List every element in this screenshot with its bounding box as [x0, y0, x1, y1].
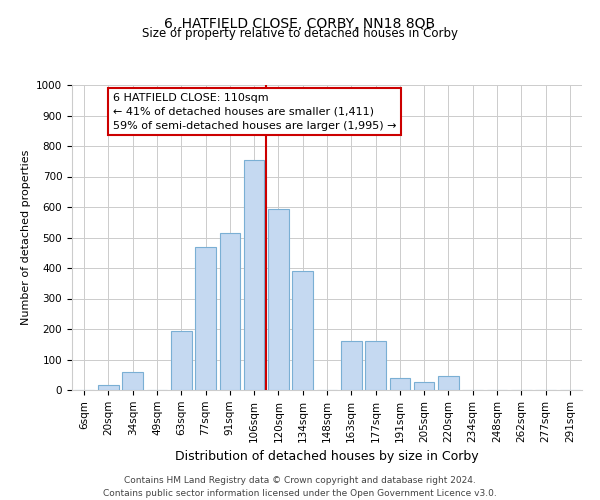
- Text: 6 HATFIELD CLOSE: 110sqm
← 41% of detached houses are smaller (1,411)
59% of sem: 6 HATFIELD CLOSE: 110sqm ← 41% of detach…: [113, 92, 397, 130]
- X-axis label: Distribution of detached houses by size in Corby: Distribution of detached houses by size …: [175, 450, 479, 463]
- Bar: [365, 341, 386, 390]
- Text: Size of property relative to detached houses in Corby: Size of property relative to detached ho…: [142, 28, 458, 40]
- Y-axis label: Number of detached properties: Number of detached properties: [20, 150, 31, 325]
- Bar: [122, 372, 143, 390]
- Bar: [414, 382, 434, 390]
- Bar: [292, 271, 313, 390]
- Text: 6, HATFIELD CLOSE, CORBY, NN18 8QB: 6, HATFIELD CLOSE, CORBY, NN18 8QB: [164, 18, 436, 32]
- Bar: [268, 208, 289, 390]
- Bar: [195, 246, 216, 390]
- Text: Contains HM Land Registry data © Crown copyright and database right 2024.
Contai: Contains HM Land Registry data © Crown c…: [103, 476, 497, 498]
- Bar: [171, 330, 191, 390]
- Bar: [389, 378, 410, 390]
- Bar: [244, 160, 265, 390]
- Bar: [341, 341, 362, 390]
- Bar: [438, 376, 459, 390]
- Bar: [220, 233, 240, 390]
- Bar: [98, 386, 119, 390]
